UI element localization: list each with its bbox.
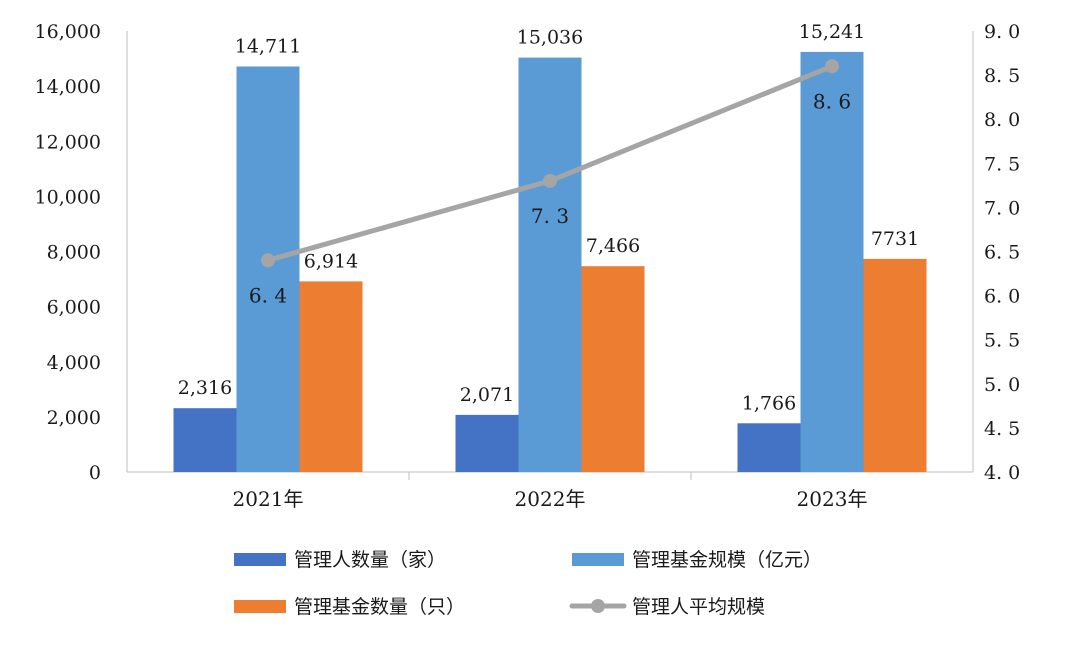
legend-label: 管理人数量（家） bbox=[294, 549, 446, 571]
legend-marker bbox=[591, 599, 605, 613]
bars-group: 2,316 14,711 6,914 2,071 15,036 7,466 1,766 15,… bbox=[173, 21, 927, 473]
bar bbox=[236, 66, 300, 472]
legend-swatch bbox=[572, 553, 624, 566]
right-tick-label: 9. 0 bbox=[984, 21, 1020, 43]
right-tick-label: 8. 5 bbox=[984, 65, 1020, 87]
right-tick-label: 6. 5 bbox=[984, 242, 1020, 264]
line-series-group: 6. 4 7. 3 8. 6 bbox=[249, 59, 851, 307]
bar-data-label: 15,036 bbox=[517, 27, 583, 49]
bar bbox=[299, 281, 363, 472]
right-tick-label: 5. 0 bbox=[984, 374, 1020, 396]
left-tick-label: 8,000 bbox=[47, 242, 101, 264]
legend-swatch bbox=[234, 553, 286, 566]
left-tick-label: 0 bbox=[89, 462, 101, 484]
line-point bbox=[261, 253, 275, 268]
right-tick-label: 4. 0 bbox=[984, 462, 1020, 484]
x-category-label: 2022年 bbox=[515, 487, 586, 511]
line-data-label: 8. 6 bbox=[813, 89, 851, 113]
legend-swatch bbox=[234, 600, 286, 613]
line-point bbox=[543, 173, 557, 188]
bar-data-label: 15,241 bbox=[799, 21, 865, 43]
left-tick-label: 6,000 bbox=[47, 297, 101, 319]
legend: 管理人数量（家） 管理基金规模（亿元） 管理基金数量（只） 管理人平均规模 bbox=[234, 549, 822, 618]
left-tick-label: 2,000 bbox=[47, 407, 101, 429]
bar bbox=[581, 266, 645, 472]
right-tick-label: 7. 5 bbox=[984, 153, 1020, 175]
bar-data-label: 2,071 bbox=[460, 384, 514, 406]
right-tick-label: 6. 0 bbox=[984, 286, 1020, 308]
line-point bbox=[825, 59, 839, 74]
right-tick-label: 4. 5 bbox=[984, 418, 1020, 440]
bar-data-label: 7,466 bbox=[586, 235, 640, 257]
right-tick-label: 7. 0 bbox=[984, 197, 1020, 219]
bar bbox=[455, 414, 519, 472]
bar-data-label: 1,766 bbox=[742, 392, 796, 414]
bar bbox=[863, 258, 927, 472]
left-tick-label: 10,000 bbox=[35, 186, 101, 208]
line-data-label: 7. 3 bbox=[531, 204, 569, 228]
bar bbox=[173, 408, 237, 472]
left-tick-label: 16,000 bbox=[35, 21, 101, 43]
left-tick-label: 4,000 bbox=[47, 352, 101, 374]
legend-label: 管理人平均规模 bbox=[632, 596, 765, 618]
right-tick-label: 5. 5 bbox=[984, 330, 1020, 352]
right-tick-label: 8. 0 bbox=[984, 109, 1020, 131]
x-category-label: 2023年 bbox=[797, 487, 868, 511]
bar bbox=[737, 423, 801, 472]
legend-label: 管理基金数量（只） bbox=[294, 596, 465, 618]
line-data-label: 6. 4 bbox=[249, 283, 287, 307]
left-tick-label: 14,000 bbox=[35, 76, 101, 98]
bar bbox=[800, 51, 864, 473]
left-tick-label: 12,000 bbox=[35, 131, 101, 153]
bar-data-label: 6,914 bbox=[304, 250, 358, 272]
bar-data-label: 2,316 bbox=[178, 377, 232, 399]
legend-label: 管理基金规模（亿元） bbox=[632, 549, 822, 571]
bar-data-label: 7731 bbox=[871, 228, 919, 250]
x-category-label: 2021年 bbox=[233, 487, 304, 511]
bar-data-label: 14,711 bbox=[235, 36, 301, 58]
axes-group: 0 2,000 4,000 6,000 8,000 10,000 12,000 14,000 1… bbox=[35, 21, 1021, 511]
bar bbox=[518, 57, 582, 472]
